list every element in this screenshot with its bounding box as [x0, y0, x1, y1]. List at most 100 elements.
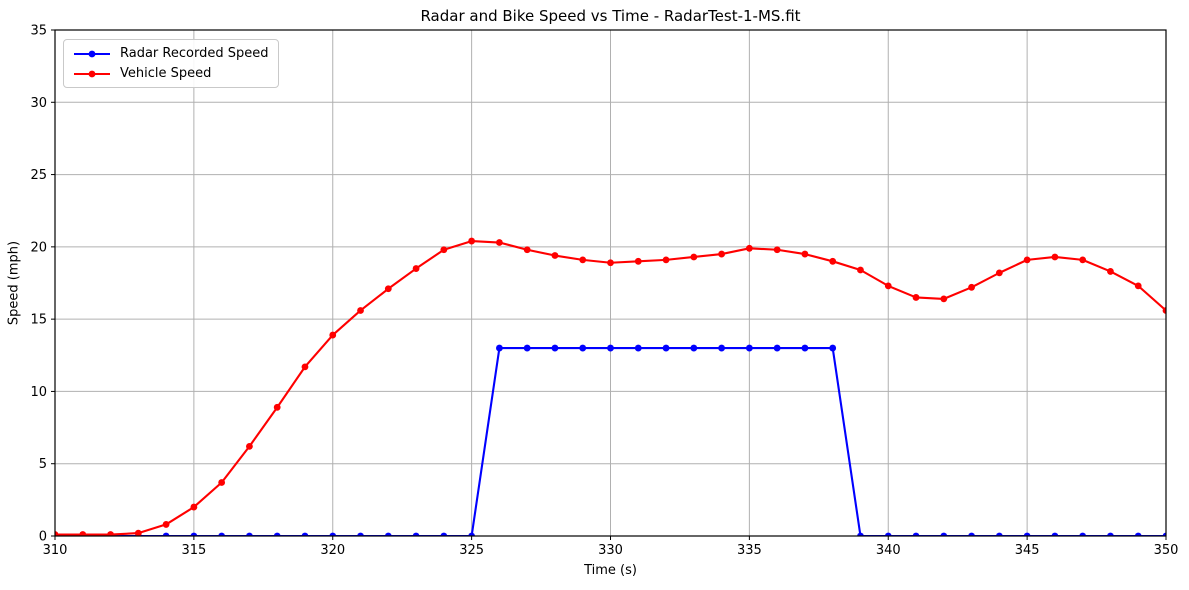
vehicle-speed-marker	[79, 531, 87, 536]
axes-frame	[54, 29, 1167, 537]
x-tick-label: 315	[181, 543, 206, 558]
radar-recorded-speed-marker	[995, 532, 1003, 536]
radar-recorded-speed-marker	[884, 532, 892, 536]
vehicle-speed-marker	[440, 246, 448, 254]
vehicle-speed-marker	[1051, 253, 1059, 261]
radar-recorded-speed-marker	[468, 532, 476, 536]
radar-recorded-speed-marker	[745, 344, 753, 352]
radar-recorded-speed-marker	[940, 532, 948, 536]
legend-label-radar-recorded-speed: Radar Recorded Speed	[120, 46, 269, 61]
vehicle-speed-marker	[1162, 307, 1166, 314]
series-vehicle-speed	[55, 237, 1166, 536]
vehicle-speed-marker	[579, 256, 587, 264]
radar-recorded-speed-marker	[1134, 532, 1142, 536]
vehicle-speed-marker	[412, 265, 420, 272]
vehicle-speed-marker	[329, 331, 337, 339]
vehicle-speed-marker	[995, 269, 1003, 277]
vehicle-speed-marker	[662, 256, 670, 264]
radar-recorded-speed-marker	[857, 532, 864, 536]
radar-recorded-speed-marker	[579, 344, 587, 352]
radar-recorded-speed-marker	[551, 344, 559, 352]
y-tick-label: 0	[39, 530, 47, 545]
y-tick-label: 5	[39, 457, 47, 472]
x-tick-label: 340	[876, 543, 901, 558]
vehicle-speed-marker	[162, 521, 170, 528]
radar-recorded-speed-marker	[1162, 532, 1166, 536]
radar-recorded-speed-marker	[246, 532, 253, 536]
radar-recorded-speed-marker	[634, 344, 642, 352]
x-axis-label: Time (s)	[584, 563, 637, 578]
x-tick-label: 330	[598, 543, 623, 558]
radar-recorded-speed-marker	[662, 344, 670, 352]
radar-recorded-speed-marker	[329, 532, 337, 536]
vehicle-speed-marker	[718, 250, 725, 258]
radar-recorded-speed-marker	[1023, 532, 1031, 536]
vehicle-speed-marker	[384, 285, 392, 293]
radar-recorded-speed-marker	[218, 532, 226, 536]
legend-label-vehicle-speed: Vehicle Speed	[120, 66, 212, 81]
y-tick-label: 10	[30, 385, 47, 400]
y-tick-label: 35	[30, 24, 47, 39]
radar-recorded-speed-marker	[912, 532, 920, 536]
vehicle-speed-marker	[246, 442, 253, 450]
radar-recorded-speed-marker	[1107, 532, 1114, 536]
vehicle-speed-marker	[190, 503, 198, 511]
y-tick-label: 20	[30, 240, 47, 255]
y-axis-label: Speed (mph)	[6, 240, 22, 326]
radar-recorded-speed-marker	[496, 344, 503, 352]
legend-line-sample-icon	[74, 50, 110, 57]
radar-recorded-speed-marker	[773, 344, 781, 352]
vehicle-speed-marker	[773, 246, 781, 254]
vehicle-speed-marker	[273, 403, 281, 411]
radar-recorded-speed-marker	[968, 532, 975, 536]
radar-recorded-speed-marker	[607, 344, 614, 352]
vehicle-speed-marker	[1079, 256, 1087, 264]
y-tick-label: 15	[30, 313, 47, 328]
vehicle-speed-marker	[968, 283, 975, 291]
vehicle-speed-marker	[634, 257, 642, 265]
radar-recorded-speed-marker	[357, 532, 364, 536]
radar-recorded-speed-marker	[412, 532, 420, 536]
vehicle-speed-marker	[496, 239, 503, 246]
radar-recorded-speed-marker	[1079, 532, 1087, 536]
radar-recorded-speed-marker	[273, 532, 281, 536]
y-tick-label: 30	[30, 96, 47, 111]
vehicle-speed-marker	[940, 295, 948, 303]
vehicle-speed-marker	[357, 307, 364, 314]
radar-recorded-speed-marker	[440, 532, 448, 536]
vehicle-speed-marker	[107, 531, 114, 536]
x-tick-label: 310	[43, 543, 68, 558]
vehicle-speed-marker	[55, 531, 59, 536]
vehicle-speed-marker	[301, 363, 309, 371]
legend-line-sample-icon	[74, 70, 110, 77]
vehicle-speed-marker	[218, 479, 226, 486]
radar-recorded-speed-marker	[301, 532, 309, 536]
x-tick-label: 335	[737, 543, 762, 558]
chart-title: Radar and Bike Speed vs Time - RadarTest…	[420, 7, 801, 25]
radar-recorded-speed-marker	[162, 532, 170, 536]
radar-recorded-speed-marker	[690, 344, 698, 352]
vehicle-speed-marker	[607, 259, 614, 267]
radar-recorded-speed-marker	[829, 344, 837, 352]
vehicle-speed-marker	[1107, 268, 1114, 275]
x-tick-label: 320	[320, 543, 345, 558]
vehicle-speed-marker	[1023, 256, 1031, 264]
y-tick-label: 25	[30, 168, 47, 183]
radar-recorded-speed-marker	[801, 344, 809, 352]
legend: Radar Recorded Speed Vehicle Speed	[63, 39, 280, 88]
vehicle-speed-marker	[801, 250, 809, 258]
legend-item-vehicle-speed: Vehicle Speed	[73, 66, 268, 81]
vehicle-speed-marker	[690, 253, 698, 261]
vehicle-speed-marker	[523, 246, 531, 254]
vehicle-speed-marker	[468, 237, 476, 245]
radar-recorded-speed-marker	[190, 532, 198, 536]
vehicle-speed-marker	[745, 244, 753, 252]
vehicle-speed-marker	[1134, 282, 1142, 290]
radar-recorded-speed-marker	[523, 344, 531, 352]
vehicle-speed-marker	[829, 257, 837, 265]
radar-recorded-speed-marker	[718, 344, 725, 352]
x-tick-label: 325	[459, 543, 484, 558]
vehicle-speed-marker	[134, 529, 142, 536]
